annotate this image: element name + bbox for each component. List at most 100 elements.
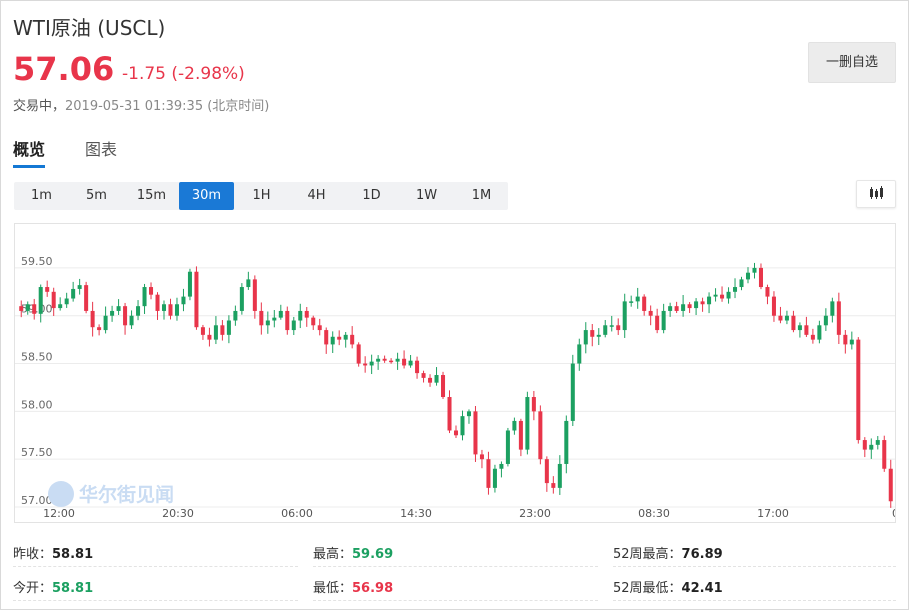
period-1mo[interactable]: 1M (471, 188, 492, 203)
candle-body (110, 310, 115, 316)
candle-body (97, 327, 102, 331)
period-30m[interactable]: 30m (179, 182, 234, 210)
candle-body (64, 298, 69, 305)
candle-body (369, 361, 374, 366)
high-value: 59.69 (352, 547, 394, 562)
candle-body (596, 334, 601, 337)
candle-body (142, 287, 147, 307)
high-52w-value: 76.89 (681, 547, 723, 562)
candle-body (733, 287, 738, 292)
candle-body (564, 420, 569, 464)
price-chart[interactable]: 59.50 59.00 58.50 58.00 57.50 57.00 华尔街见闻 12:00… (14, 223, 896, 523)
low-52w-label: 52周最低： (613, 581, 682, 596)
candle-body (350, 334, 355, 345)
candle-body (758, 267, 763, 288)
candle-body (492, 468, 497, 488)
divider (13, 600, 298, 601)
candle-body (337, 336, 342, 340)
candle-body (259, 310, 264, 326)
candle-body (590, 330, 595, 337)
x-tick-label: 23:00 (519, 507, 551, 520)
prev-close-value: 58.81 (52, 547, 94, 562)
open-label: 今开： (13, 581, 53, 596)
candle-body (382, 358, 387, 361)
candle-body (681, 304, 686, 311)
candle-body (239, 287, 244, 311)
candle-body (265, 320, 270, 326)
candle-body (149, 287, 154, 295)
period-selector: 1m 5m 15m 30m 1H 4H 1D 1W 1M (14, 182, 508, 210)
candle-body (875, 440, 880, 445)
candle-body (551, 483, 556, 488)
candle-body (752, 267, 757, 273)
candle-body (804, 325, 809, 335)
candle-body (577, 344, 582, 364)
tab-chart[interactable]: 图表 (85, 140, 118, 159)
period-15m[interactable]: 15m (136, 188, 167, 203)
candle-body (765, 287, 770, 297)
candle-body (90, 310, 95, 328)
candle-body (129, 315, 134, 326)
candle-body (466, 411, 471, 417)
candle-body (161, 304, 167, 311)
x-tick-label: 12:00 (43, 507, 75, 520)
candle-body (343, 334, 348, 340)
candle-body (395, 358, 400, 362)
candle-body (570, 363, 575, 421)
period-1h[interactable]: 1H (252, 188, 271, 203)
candle-body (291, 320, 296, 331)
stat-open: 今开：58.81 (13, 577, 93, 596)
timezone: (北京时间) (207, 99, 270, 114)
candle-body (687, 304, 692, 309)
candle-body (603, 325, 608, 335)
candle-body (713, 294, 718, 297)
period-1m[interactable]: 1m (31, 188, 52, 203)
last-price: 57.06 (13, 50, 115, 88)
candle-body (707, 296, 712, 305)
candle-body (505, 430, 510, 464)
candle-body (77, 285, 82, 289)
candle-body (226, 320, 231, 335)
candle-body (376, 358, 381, 362)
candle-body (629, 301, 634, 303)
period-4h[interactable]: 4H (307, 188, 326, 203)
candle-body (856, 339, 861, 441)
candle-body (797, 325, 802, 331)
candle-body (447, 397, 452, 431)
candle-body (298, 310, 303, 321)
period-1d[interactable]: 1D (362, 188, 381, 203)
period-1w[interactable]: 1W (415, 188, 438, 203)
low-value: 56.98 (352, 581, 394, 596)
period-5m[interactable]: 5m (86, 188, 107, 203)
candle-body (518, 420, 523, 450)
stat-high: 最高：59.69 (313, 543, 393, 562)
candle-body (843, 334, 848, 345)
candle-body (402, 358, 407, 366)
candle-body (661, 310, 666, 331)
candle-body (408, 360, 413, 366)
candle-body (84, 285, 89, 311)
candle-body (700, 301, 705, 305)
candle-body (791, 315, 796, 331)
candle-body (213, 325, 218, 340)
candle-body (207, 334, 212, 340)
candle-body (103, 315, 108, 331)
chart-type-button[interactable] (856, 180, 896, 208)
candle-body (285, 310, 290, 331)
candle-body (220, 325, 225, 335)
candle-body (304, 310, 309, 318)
x-tick-label: 08:30 (638, 507, 670, 520)
candle-body (116, 306, 121, 311)
candle-body (609, 325, 614, 327)
tab-overview[interactable]: 概览 (13, 140, 46, 159)
trading-status: 交易中，2019-05-31 01:39:35 (北京时间) (13, 95, 269, 114)
watermark-logo-icon (48, 481, 74, 507)
candle-body (888, 468, 893, 502)
candle-body (317, 325, 322, 331)
remove-watchlist-button[interactable]: 一删自选 (808, 42, 896, 83)
candle-body (324, 330, 329, 345)
candle-body (453, 430, 459, 436)
active-tab-indicator (13, 165, 45, 168)
watermark-text: 华尔街见闻 (79, 483, 174, 506)
